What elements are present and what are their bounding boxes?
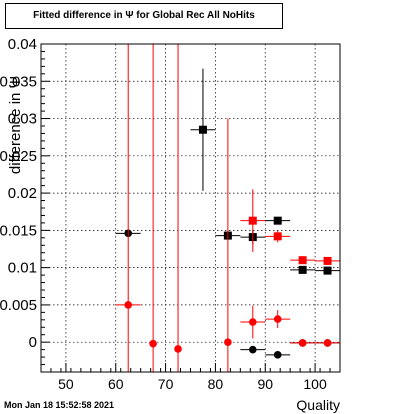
square-marker (298, 256, 307, 265)
circle-marker (248, 318, 257, 326)
x-tick-label: 80 (208, 376, 224, 392)
circle-marker (298, 339, 307, 347)
square-marker (323, 266, 332, 275)
data-point (115, 44, 141, 372)
data-point (174, 44, 182, 372)
y-tick-label: 0.03 (8, 111, 37, 128)
y-tick-label: 0.025 (0, 148, 37, 165)
y-tick-label: 0.005 (0, 297, 37, 314)
chart-title: Fitted difference in Ψ for Global Rec Al… (5, 3, 283, 29)
y-tick-label: 0.015 (0, 222, 37, 239)
circle-marker (224, 338, 232, 346)
square-marker (273, 232, 282, 241)
series-red (115, 44, 340, 372)
square-marker (248, 216, 257, 225)
square-marker (198, 125, 207, 134)
x-tick-label: 100 (303, 376, 327, 392)
data-point (315, 339, 340, 347)
x-tick-label: 50 (58, 376, 74, 392)
data-point (290, 265, 316, 274)
data-point (265, 230, 291, 243)
y-tick-label: 0.035 (0, 73, 37, 90)
plot-frame (40, 43, 341, 373)
data-point (224, 118, 232, 372)
data-point (265, 351, 291, 359)
data-point (290, 339, 316, 347)
data-point (265, 216, 291, 225)
data-point (290, 256, 316, 265)
square-marker (298, 265, 307, 274)
circle-marker (174, 345, 182, 353)
axis-layer: 50 60 70 80 90 100 0 0.005 0.01 0.015 0.02 0.025 0.0… (0, 36, 341, 392)
data-point (315, 256, 340, 265)
grid-layer (41, 43, 340, 372)
circle-marker (323, 339, 332, 347)
circle-marker (273, 315, 282, 323)
data-layer (115, 44, 340, 372)
x-axis-label: Quality (296, 397, 340, 413)
circle-marker (149, 339, 157, 348)
square-marker (323, 256, 332, 265)
y-tick-label: 0.04 (8, 36, 37, 53)
data-point (240, 345, 266, 354)
x-tick-label: 70 (158, 376, 174, 392)
data-point (240, 189, 266, 252)
square-marker (273, 216, 282, 225)
timestamp: Mon Jan 18 15:52:58 2021 (4, 400, 115, 410)
x-tick-label: 90 (257, 376, 273, 392)
circle-marker (124, 301, 133, 309)
y-tick-label: 0.02 (8, 185, 37, 202)
data-point (190, 68, 216, 191)
data-point (315, 266, 340, 275)
data-point (149, 44, 157, 372)
circle-marker (273, 351, 282, 359)
circle-marker (248, 345, 257, 354)
y-tick-label: 0 (29, 334, 37, 351)
y-tick-label: 0.01 (8, 260, 37, 277)
data-point (265, 310, 291, 329)
y-axis-label: difference in Ψ (7, 76, 24, 174)
data-point (240, 305, 266, 339)
x-tick-label: 60 (108, 376, 124, 392)
